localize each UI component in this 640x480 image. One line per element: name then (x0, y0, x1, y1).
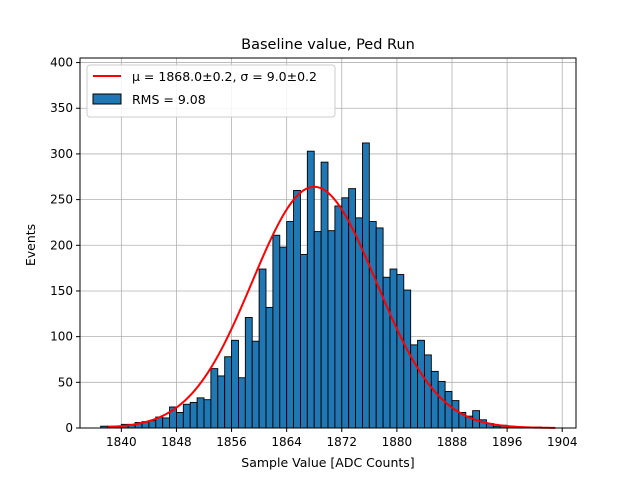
x-tick-label-2: 1856 (216, 435, 247, 449)
histogram-bar-9 (162, 417, 171, 429)
histogram-bar-30 (306, 150, 315, 429)
x-tick-label-8: 1904 (547, 435, 578, 449)
legend-histogram-swatch (92, 93, 122, 105)
histogram-bar-22 (251, 340, 260, 429)
x-tick-label-6: 1888 (437, 435, 468, 449)
x-tick-label-4: 1872 (327, 435, 358, 449)
x-tick-label-0: 1840 (106, 435, 137, 449)
legend-box (86, 64, 336, 118)
histogram-bar-19 (231, 339, 239, 429)
y-tick-label-7: 350 (50, 101, 73, 115)
histogram-bar-11 (175, 412, 184, 429)
histogram-bar-17 (217, 375, 226, 429)
histogram-bar-42 (389, 268, 398, 429)
y-tick-label-2: 100 (50, 330, 73, 344)
histogram-bar-18 (224, 356, 233, 429)
histogram-bar-16 (210, 368, 219, 429)
histogram-bar-26 (279, 246, 288, 429)
histogram-bar-33 (327, 230, 336, 429)
histogram-bar-28 (293, 190, 301, 429)
histogram-bar-29 (299, 253, 308, 429)
legend-histogram-label: RMS = 9.08 (132, 92, 206, 107)
y-tick-label-8: 400 (50, 56, 73, 70)
histogram-bar-31 (313, 231, 322, 429)
histogram-bar-49 (437, 380, 446, 429)
histogram-bar-27 (286, 221, 295, 429)
y-tick-label-1: 50 (58, 375, 73, 389)
histogram-bar-34 (334, 205, 343, 429)
histogram-bar-51 (451, 400, 460, 429)
y-axis-ticks: 0 50 100 150 200 250 300 350 400 (50, 56, 80, 435)
y-tick-label-0: 0 (65, 421, 73, 435)
legend: μ = 1868.0±0.2, σ = 9.0±0.2 RMS = 9.08 (86, 64, 336, 118)
histogram-bar-50 (444, 391, 453, 429)
chart-title: Baseline value, Ped Run (241, 37, 415, 53)
legend-fit-label: μ = 1868.0±0.2, σ = 9.0±0.2 (132, 69, 317, 84)
histogram-bar-40 (375, 227, 384, 429)
histogram-bar-35 (341, 197, 350, 429)
histogram-bar-23 (258, 268, 267, 429)
fit-curve (107, 185, 556, 429)
y-tick-label-6: 300 (50, 147, 73, 161)
x-tick-label-5: 1880 (382, 435, 413, 449)
histogram-bar-20 (237, 377, 246, 429)
histogram-bar-24 (265, 306, 274, 429)
y-tick-label-5: 250 (50, 193, 73, 207)
histogram-bar-21 (244, 317, 253, 429)
plot-frame (79, 57, 577, 429)
x-axis-ticks: 1840 1848 1856 1864 1872 1880 1888 1896 1904 (106, 428, 577, 449)
x-tick-label-1: 1848 (161, 435, 192, 449)
x-tick-label-7: 1896 (492, 435, 523, 449)
histogram-bar-12 (182, 403, 191, 429)
gaussian-fit (107, 185, 556, 429)
histogram-bar-46 (417, 339, 425, 429)
histogram-bar-44 (403, 289, 412, 429)
histogram-bar-25 (272, 234, 281, 429)
histogram-bar-48 (430, 370, 439, 429)
histogram-bar-43 (396, 274, 405, 429)
histogram-bar-15 (203, 399, 212, 429)
histogram-bar-39 (368, 221, 377, 429)
x-axis-label: Sample Value [ADC Counts] (241, 455, 414, 470)
y-tick-label-3: 150 (50, 284, 73, 298)
y-tick-label-4: 200 (50, 238, 73, 252)
histogram-bar-38 (361, 142, 370, 429)
histogram-bar-32 (320, 161, 329, 429)
y-axis-label: Events (23, 224, 38, 266)
histogram-bar-14 (196, 397, 205, 429)
histogram-bar-47 (423, 354, 432, 429)
x-tick-label-3: 1864 (271, 435, 302, 449)
histogram-bar-13 (189, 401, 198, 429)
